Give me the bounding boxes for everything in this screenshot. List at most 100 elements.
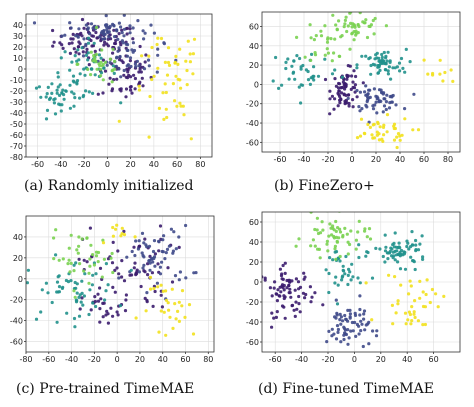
data-point-class-2 xyxy=(69,279,73,283)
data-point-class-1 xyxy=(362,309,367,313)
data-point-class-2 xyxy=(342,269,346,273)
data-point-class-4 xyxy=(174,74,178,78)
data-point-class-3 xyxy=(89,243,93,247)
x-tick-label: 20 xyxy=(135,355,145,364)
data-point-class-4 xyxy=(120,232,124,236)
data-point-class-1 xyxy=(334,316,338,320)
data-point-class-3 xyxy=(100,275,104,279)
data-point-class-4 xyxy=(392,138,397,142)
data-point-class-3 xyxy=(318,256,322,260)
data-point-class-0 xyxy=(346,74,350,78)
data-point-class-1 xyxy=(161,238,165,242)
data-point-class-0 xyxy=(69,37,73,41)
data-point-class-4 xyxy=(370,133,374,137)
data-point-class-0 xyxy=(128,27,132,31)
data-point-class-1 xyxy=(152,239,157,243)
data-point-class-0 xyxy=(82,26,86,30)
data-point-class-3 xyxy=(92,263,96,267)
data-point-class-4 xyxy=(114,227,118,231)
data-point-class-3 xyxy=(52,257,56,261)
data-point-class-0 xyxy=(280,304,285,308)
data-point-class-0 xyxy=(351,80,355,84)
data-point-class-0 xyxy=(112,28,116,32)
data-point-class-0 xyxy=(283,316,287,320)
data-point-class-2 xyxy=(60,103,64,107)
data-point-class-4 xyxy=(186,39,190,43)
data-point-class-1 xyxy=(342,337,346,342)
y-tick-label: 40 xyxy=(249,42,259,51)
data-point-class-2 xyxy=(384,54,388,59)
data-point-class-0 xyxy=(293,288,297,292)
data-point-class-1 xyxy=(390,95,394,99)
data-point-class-2 xyxy=(387,65,391,69)
data-point-class-1 xyxy=(136,19,140,23)
y-tick-label: 20 xyxy=(13,254,23,263)
data-point-class-2 xyxy=(414,243,418,247)
data-point-class-3 xyxy=(309,36,313,40)
data-point-class-4 xyxy=(149,287,153,291)
data-point-class-0 xyxy=(61,46,65,51)
data-point-class-2 xyxy=(119,101,123,105)
data-point-class-2 xyxy=(399,248,404,253)
data-point-class-2 xyxy=(374,53,378,57)
data-point-class-2 xyxy=(355,63,359,67)
data-point-class-2 xyxy=(55,88,59,92)
data-point-class-3 xyxy=(334,235,339,239)
data-point-class-4 xyxy=(177,319,181,323)
data-point-class-0 xyxy=(138,44,142,49)
data-point-class-0 xyxy=(70,41,74,45)
y-tick-label: -40 xyxy=(246,119,259,128)
data-point-class-0 xyxy=(51,28,55,33)
data-point-class-4 xyxy=(396,132,401,136)
data-point-class-0 xyxy=(77,257,81,261)
data-point-class-4 xyxy=(191,332,196,336)
data-point-class-3 xyxy=(332,228,336,232)
data-point-class-0 xyxy=(282,296,286,301)
x-tick-label: -80 xyxy=(19,355,32,364)
data-point-class-2 xyxy=(75,291,79,295)
data-point-class-0 xyxy=(130,91,134,95)
data-point-class-2 xyxy=(84,53,89,58)
data-point-class-0 xyxy=(333,97,337,101)
data-point-class-2 xyxy=(414,238,418,243)
data-point-class-0 xyxy=(259,311,262,314)
data-point-class-0 xyxy=(91,44,95,48)
data-point-class-2 xyxy=(63,50,67,54)
data-point-class-1 xyxy=(157,240,161,244)
data-point-class-0 xyxy=(332,107,336,111)
data-point-class-3 xyxy=(344,15,348,19)
data-point-class-1 xyxy=(112,23,116,27)
data-point-class-0 xyxy=(281,263,285,268)
data-point-class-2 xyxy=(64,278,68,283)
data-point-class-0 xyxy=(341,80,345,84)
data-point-class-2 xyxy=(91,301,95,305)
data-point-class-1 xyxy=(360,107,364,111)
data-point-class-2 xyxy=(284,60,288,64)
x-tick-label: -40 xyxy=(297,155,310,164)
data-point-class-4 xyxy=(396,299,400,303)
x-tick-label: 80 xyxy=(443,155,453,164)
data-point-class-0 xyxy=(109,306,113,310)
data-point-class-0 xyxy=(275,292,279,296)
data-point-class-3 xyxy=(346,252,350,256)
data-point-class-2 xyxy=(299,65,303,69)
data-point-class-3 xyxy=(76,251,80,255)
data-point-class-4 xyxy=(385,113,390,117)
data-point-class-2 xyxy=(79,300,83,304)
data-point-class-0 xyxy=(89,308,93,312)
data-point-class-2 xyxy=(118,304,123,308)
data-point-class-1 xyxy=(363,90,367,94)
y-tick-label: 30 xyxy=(13,32,23,41)
data-point-class-1 xyxy=(346,319,350,323)
data-point-class-2 xyxy=(395,249,399,253)
data-point-class-3 xyxy=(323,24,327,28)
data-point-class-0 xyxy=(361,81,365,85)
data-point-class-2 xyxy=(88,288,92,292)
data-point-class-1 xyxy=(125,54,129,58)
data-point-class-0 xyxy=(132,73,136,77)
data-point-class-3 xyxy=(354,247,358,251)
data-point-class-1 xyxy=(343,313,347,318)
data-point-class-4 xyxy=(174,54,178,59)
data-point-class-3 xyxy=(308,23,312,27)
data-point-class-0 xyxy=(129,88,133,92)
